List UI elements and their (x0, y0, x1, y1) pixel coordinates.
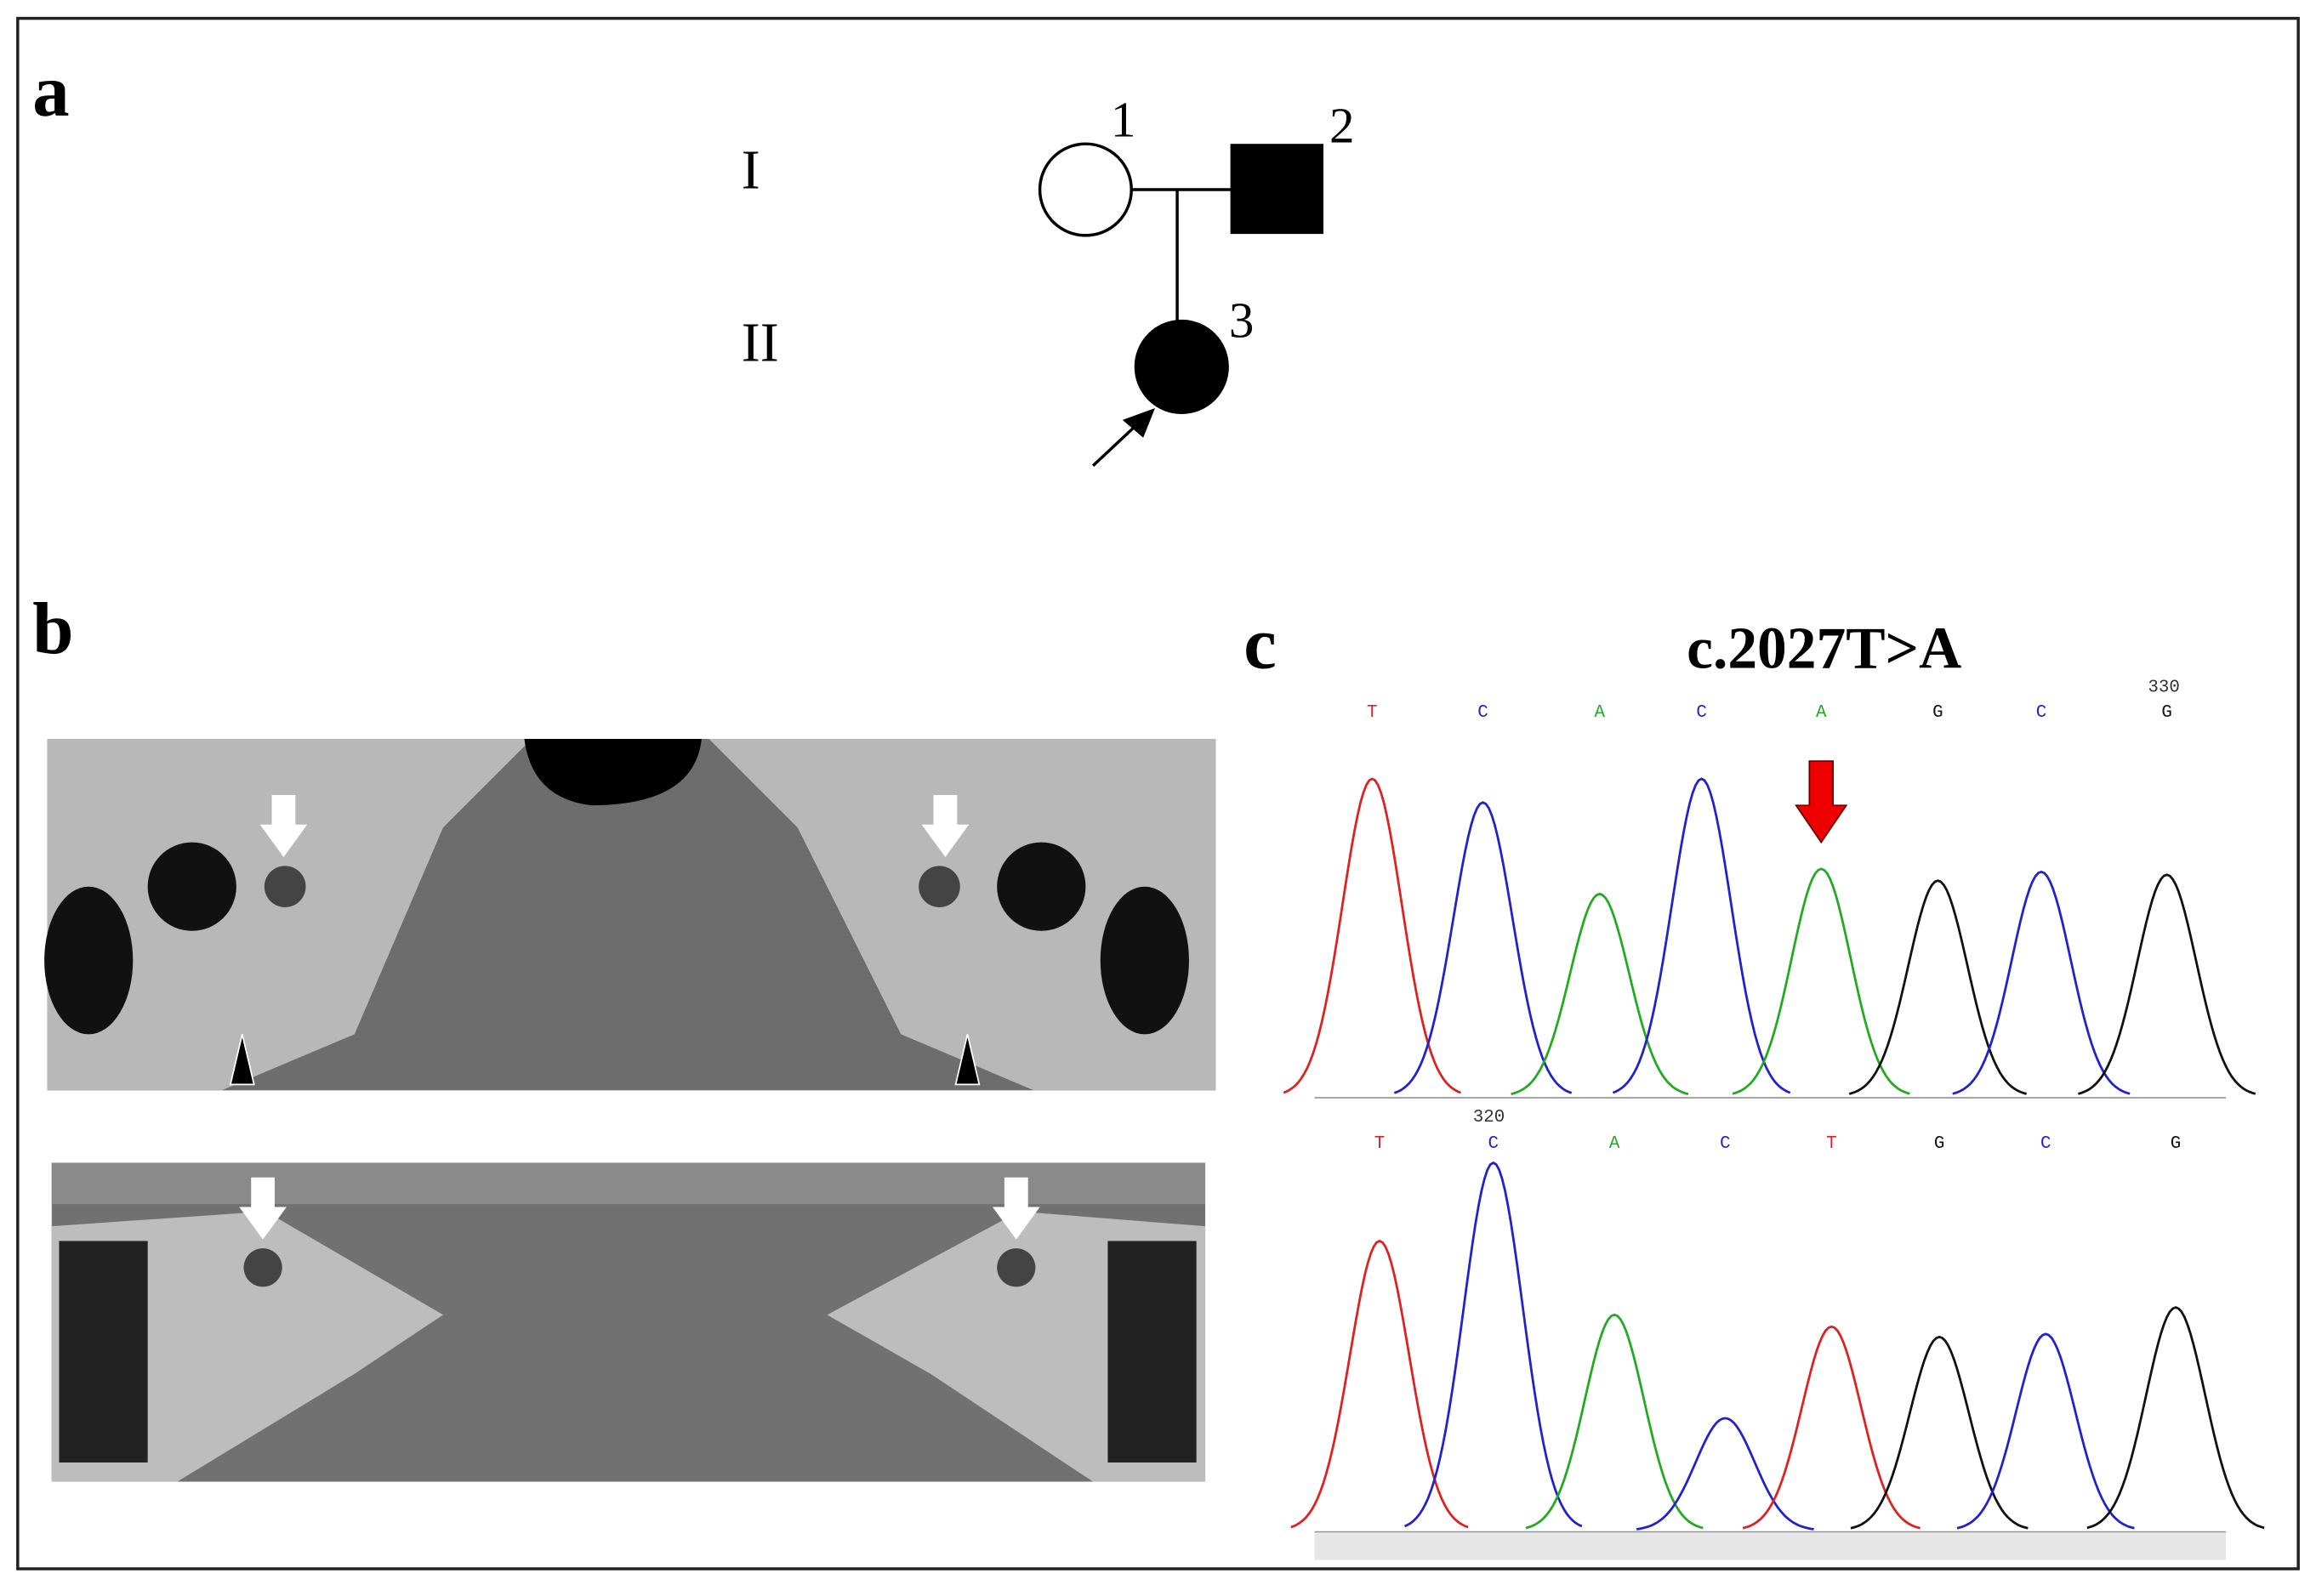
base-call: G (1932, 703, 1943, 723)
individual-number: 3 (1229, 293, 1255, 349)
base-call: T (1826, 1134, 1837, 1154)
base-call: C (2040, 1134, 2051, 1154)
trace-peak (1952, 870, 2131, 1095)
base-call: C (2036, 703, 2047, 723)
trace-peak (1636, 1417, 1814, 1531)
generation-label: I (742, 139, 760, 201)
base-call: C (1696, 703, 1707, 723)
trace-peak (1848, 879, 2028, 1095)
trace-peak (1956, 1332, 2135, 1530)
proband-arrowhead (1122, 408, 1156, 438)
position-label: 330 (2148, 678, 2180, 697)
base-call: A (1594, 703, 1605, 723)
base-call: A (1609, 1134, 1620, 1154)
female-unaffected (1038, 142, 1133, 237)
position-label: 320 (1473, 1108, 1505, 1127)
trace-peak (2078, 873, 2256, 1095)
individual-number: 2 (1329, 97, 1355, 153)
base-call: G (2161, 703, 2172, 723)
mutation-arrow (1795, 760, 1848, 844)
trace-peak (1525, 1313, 1704, 1530)
trace-peak (2086, 1306, 2265, 1530)
base-call: A (1816, 703, 1827, 723)
trace-peak (1742, 1325, 1921, 1530)
trace-peak (1393, 801, 1573, 1094)
trace-peak (1290, 1239, 1469, 1529)
trace-peak (1283, 777, 1462, 1094)
ct-image-bottom (51, 1162, 1206, 1482)
generation-label: II (742, 311, 779, 373)
panel-label: c (1243, 603, 1277, 684)
panel-label: a (32, 50, 69, 132)
trace-peak (1612, 777, 1791, 1094)
female-affected (1134, 319, 1229, 414)
base-call: G (2171, 1134, 2182, 1154)
pedigree (1038, 142, 1323, 468)
trace-peak (1511, 892, 1689, 1096)
male-affected (1230, 144, 1323, 235)
ct-image-top (44, 739, 1216, 1091)
trace-peak (1850, 1335, 2029, 1530)
panel-label: b (32, 588, 73, 669)
base-call: C (1720, 1134, 1731, 1154)
base-call: T (1367, 703, 1378, 723)
base-call: C (1488, 1134, 1499, 1154)
mutation-title: c.2027T>A (1687, 616, 1961, 682)
individual-number: 1 (1111, 92, 1136, 148)
proband-arrow (1091, 420, 1141, 468)
base-call: G (1934, 1134, 1945, 1154)
trace-footer (1314, 1533, 2227, 1560)
base-call: C (1477, 703, 1488, 723)
trace-peak (1403, 1161, 1583, 1528)
base-call: T (1374, 1134, 1386, 1154)
